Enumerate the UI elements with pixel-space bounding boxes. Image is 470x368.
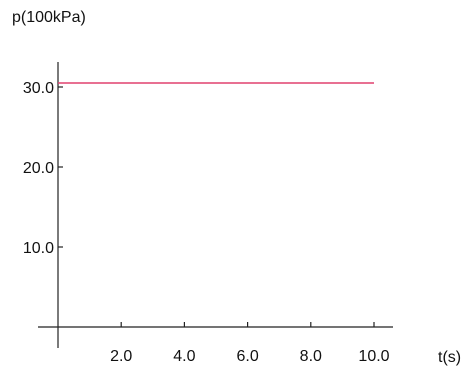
x-tick-label: 2.0 [110, 348, 132, 365]
y-tick-label: 30.0 [23, 80, 54, 97]
x-axis-title: t(s) [438, 349, 461, 366]
x-tick-label: 4.0 [173, 348, 195, 365]
y-axis-ticks: 10.0 20.0 30.0 [23, 80, 63, 257]
x-axis-ticks: 2.0 4.0 6.0 8.0 10.0 [110, 322, 390, 365]
x-tick-label: 10.0 [358, 348, 389, 365]
y-tick-label: 20.0 [23, 160, 54, 177]
y-axis-title: p(100kPa) [12, 9, 86, 26]
x-tick-label: 8.0 [300, 348, 322, 365]
y-tick-label: 10.0 [23, 240, 54, 257]
x-tick-label: 6.0 [236, 348, 258, 365]
